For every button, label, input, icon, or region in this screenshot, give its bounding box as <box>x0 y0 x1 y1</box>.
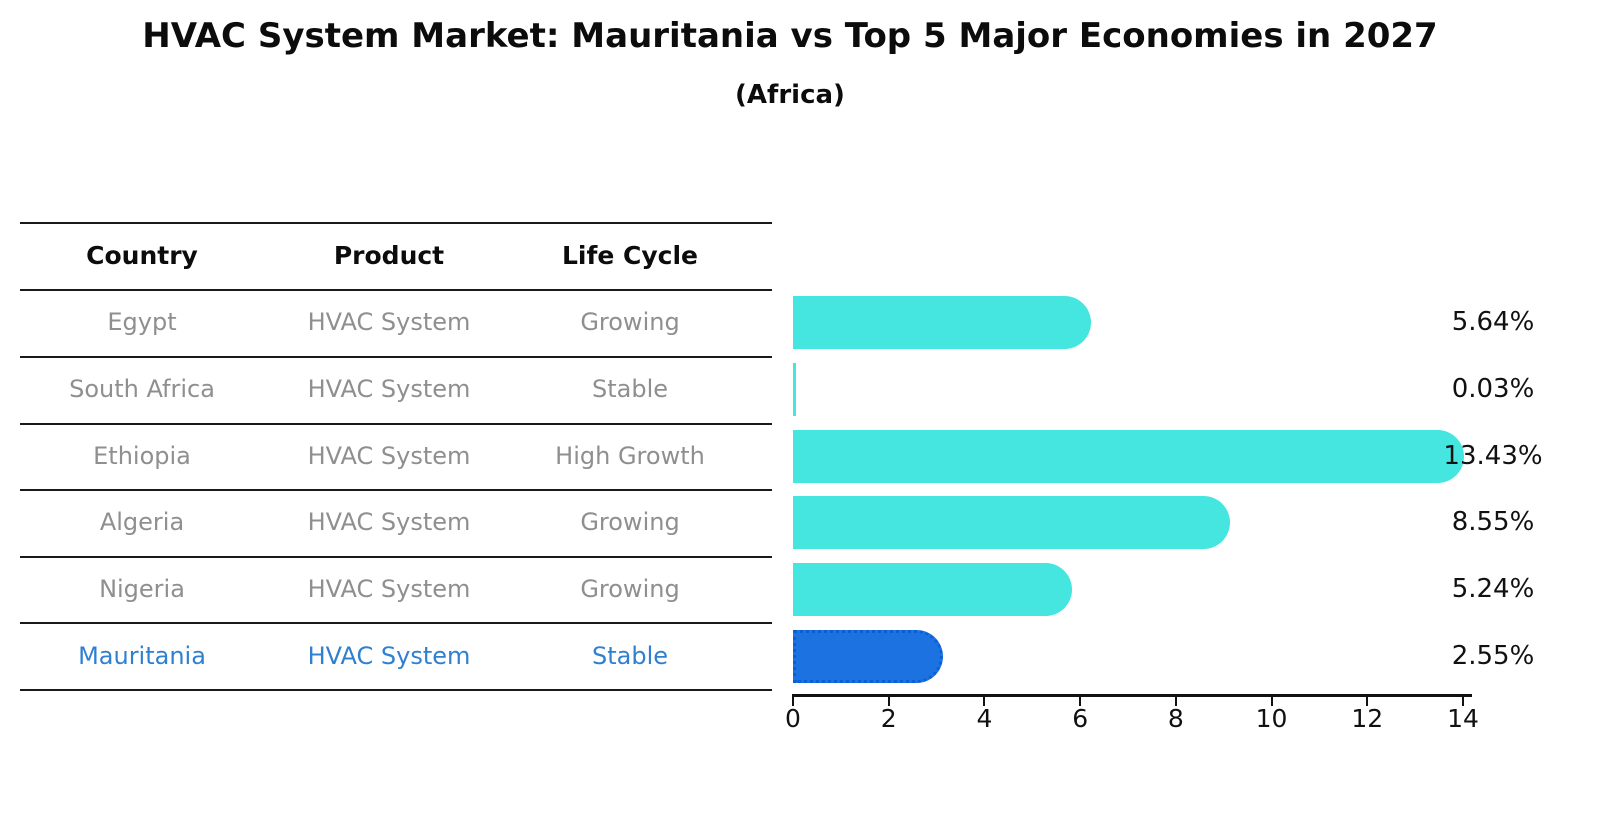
x-tick <box>887 697 890 706</box>
table-divider <box>20 423 772 425</box>
cell-life-cycle: Growing <box>580 508 680 536</box>
x-tick <box>1366 697 1369 706</box>
x-tick-label: 0 <box>785 704 801 733</box>
cell-country: Algeria <box>99 508 185 536</box>
table-row-egypt: Egypt HVAC System Growing <box>20 289 772 356</box>
table-divider <box>20 222 772 224</box>
value-label-nigeria: 5.24% <box>1451 574 1535 604</box>
cell-life-cycle: Growing <box>580 308 680 336</box>
table-row-mauritania: Mauritania HVAC System Stable <box>20 623 772 690</box>
x-tick <box>1462 697 1464 706</box>
x-tick-label: 2 <box>880 704 897 733</box>
value-label-egypt: 5.64% <box>1451 307 1535 337</box>
bar-nigeria <box>793 563 1072 616</box>
x-tick <box>792 697 794 706</box>
bar-ethiopia <box>793 430 1464 483</box>
cell-country: Ethiopia <box>93 442 191 470</box>
cell-life-cycle: High Growth <box>555 442 705 470</box>
table-divider <box>20 489 772 491</box>
table-row-algeria: Algeria HVAC System Growing <box>20 489 772 556</box>
table-row-ethiopia: Ethiopia HVAC System High Growth <box>20 423 772 490</box>
table-divider <box>20 356 772 358</box>
x-tick-label: 8 <box>1167 704 1184 733</box>
table-divider <box>20 289 772 291</box>
table-divider <box>20 622 772 624</box>
x-tick-label: 12 <box>1351 704 1384 733</box>
x-tick-label: 14 <box>1447 704 1479 733</box>
x-tick <box>983 697 986 706</box>
cell-country: Mauritania <box>78 642 206 670</box>
x-tick <box>1174 697 1177 706</box>
x-axis-line <box>792 694 1472 697</box>
cell-life-cycle: Growing <box>580 575 680 603</box>
column-header-product: Product <box>333 241 445 270</box>
chart-subtitle: (Africa) <box>735 80 845 110</box>
cell-country: Nigeria <box>99 575 185 603</box>
value-label-ethiopia: 13.43% <box>1443 441 1543 471</box>
bar-algeria <box>793 496 1230 549</box>
x-tick-label: 6 <box>1072 704 1089 733</box>
x-tick <box>1270 697 1273 706</box>
table-divider <box>20 556 772 558</box>
cell-country: Egypt <box>107 308 177 336</box>
chart-title: HVAC System Market: Mauritania vs Top 5 … <box>142 16 1438 56</box>
value-label-south-africa: 0.03% <box>1451 374 1535 404</box>
value-label-mauritania: 2.55% <box>1451 641 1535 671</box>
x-tick-label: 10 <box>1255 704 1288 733</box>
value-label-algeria: 8.55% <box>1451 507 1535 537</box>
x-tick <box>1079 697 1082 706</box>
column-header-country: Country <box>86 241 198 270</box>
cell-life-cycle: Stable <box>591 375 669 403</box>
cell-product: HVAC System <box>307 375 471 403</box>
table-row-nigeria: Nigeria HVAC System Growing <box>20 556 772 623</box>
cell-life-cycle: Stable <box>591 642 669 670</box>
x-tick-label: 4 <box>976 704 993 733</box>
table-row-south-africa: South Africa HVAC System Stable <box>20 356 772 423</box>
bar-egypt <box>793 296 1091 349</box>
table-divider <box>20 689 772 691</box>
table-header-row: Country Product Life Cycle <box>20 222 772 289</box>
cell-product: HVAC System <box>307 508 471 536</box>
bar-mauritania <box>793 630 943 683</box>
cell-product: HVAC System <box>307 442 471 470</box>
cell-country: South Africa <box>69 375 215 403</box>
cell-product: HVAC System <box>307 308 471 336</box>
bar-south-africa <box>793 363 796 416</box>
cell-product: HVAC System <box>307 642 471 670</box>
cell-product: HVAC System <box>307 575 471 603</box>
column-header-life-cycle: Life Cycle <box>561 241 699 270</box>
